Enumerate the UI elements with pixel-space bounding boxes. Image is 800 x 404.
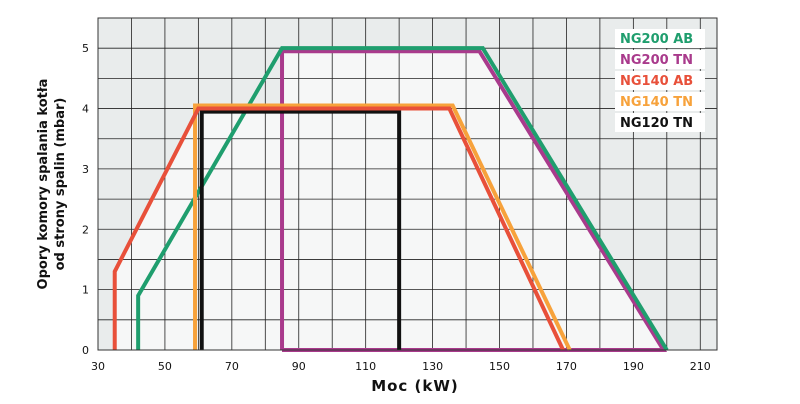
legend-entry: NG140 AB	[620, 74, 693, 89]
series-line-ng200-ab	[136, 46, 669, 352]
x-tick-label: 30	[91, 360, 105, 373]
y-axis-title-line-1: Opory komory spalania kotła	[36, 79, 51, 290]
x-tick-label: 50	[158, 360, 172, 373]
x-tick-label: 70	[225, 360, 239, 373]
y-tick-label: 0	[82, 344, 89, 357]
legend-entry-bg	[615, 29, 705, 48]
legend-entry: NG140 TN	[620, 95, 693, 110]
y-tick-label: 4	[82, 103, 89, 116]
y-tick-label: 5	[82, 42, 89, 55]
x-tick-label: 210	[690, 360, 711, 373]
x-tick-label: 110	[355, 360, 376, 373]
x-tick-labels: 30 50 70 90 110 130 150 170 190 210	[91, 360, 711, 373]
x-tick-label: 90	[292, 360, 306, 373]
x-axis-title: Moc (kW)	[371, 377, 459, 395]
legend: NG200 AB NG200 TN NG140 AB NG140 TN NG120 TN	[615, 29, 705, 132]
legend-entry-bg	[615, 113, 705, 132]
legend-entry: NG200 AB	[620, 32, 693, 47]
y-tick-label: 1	[82, 284, 89, 297]
legend-entry: NG200 TN	[620, 53, 693, 68]
y-axis-title-line-2: od strony spalin (mbar)	[53, 98, 68, 271]
series-line-ng140-ab	[112, 106, 565, 351]
y-tick-label: 2	[82, 223, 89, 236]
legend-entry-bg	[615, 92, 705, 111]
legend-entry-bg	[615, 50, 705, 69]
x-tick-label: 170	[556, 360, 577, 373]
x-tick-label: 130	[422, 360, 443, 373]
x-tick-label: 150	[489, 360, 510, 373]
y-tick-labels: 0 1 2 3 4 5	[82, 42, 89, 357]
legend-entry: NG120 TN	[620, 116, 693, 131]
series-line-ng140-tn	[193, 103, 572, 351]
legend-entry-bg	[615, 71, 705, 90]
plot-frame	[97, 17, 718, 351]
series-line-ng120-tn	[199, 109, 402, 350]
y-tick-label: 3	[82, 163, 89, 176]
x-tick-label: 190	[623, 360, 644, 373]
